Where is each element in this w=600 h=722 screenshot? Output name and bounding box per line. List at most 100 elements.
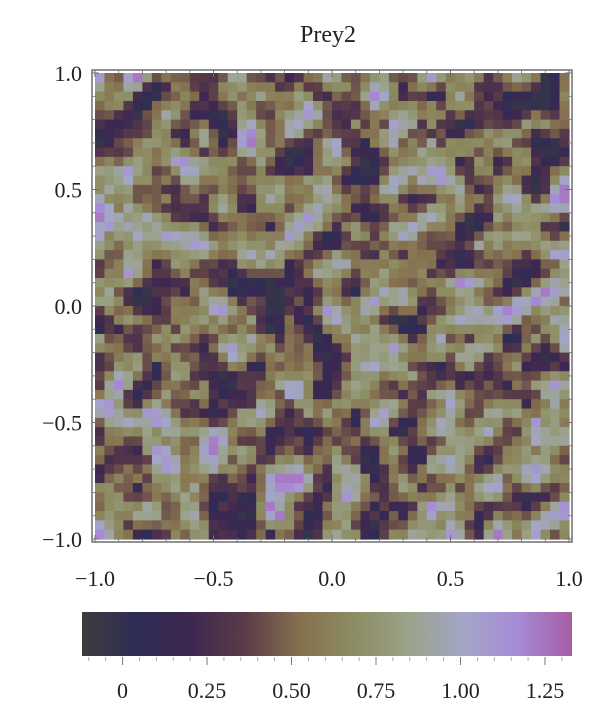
heatmap-cell [369, 212, 380, 223]
heatmap-cell [95, 287, 106, 298]
heatmap-cell [550, 203, 561, 214]
heatmap-cell [512, 240, 523, 251]
heatmap-cell [303, 306, 314, 316]
heatmap-cell [322, 100, 333, 111]
heatmap-cell [521, 287, 532, 298]
heatmap-cell [369, 231, 380, 242]
heatmap-cell [95, 343, 106, 354]
heatmap-cell [284, 231, 295, 242]
heatmap-cell [379, 166, 390, 177]
heatmap-cell [322, 483, 333, 493]
heatmap-cell [483, 501, 494, 512]
heatmap-cell [265, 194, 276, 205]
heatmap-cell [95, 240, 106, 251]
heatmap-cell [512, 119, 523, 130]
heatmap-cell [208, 110, 219, 121]
heatmap-cell [95, 455, 106, 466]
heatmap-cell [407, 296, 418, 307]
heatmap-cell [218, 194, 229, 205]
heatmap-cell [332, 445, 343, 456]
heatmap-cell [417, 352, 428, 363]
heatmap-cell [151, 529, 162, 540]
heatmap-cell [294, 352, 305, 363]
heatmap-cell [521, 315, 532, 326]
heatmap-cell [256, 203, 267, 214]
heatmap-cell [142, 455, 153, 466]
heatmap-cell [550, 91, 561, 102]
heatmap-cell [256, 315, 267, 326]
heatmap-cell [189, 296, 200, 307]
heatmap-cell [455, 259, 466, 270]
heatmap-cell [398, 427, 409, 438]
heatmap-cell [455, 287, 466, 298]
heatmap-cell [294, 184, 305, 195]
heatmap-cell [313, 436, 324, 447]
heatmap-cell [445, 184, 456, 195]
heatmap-cell [322, 436, 333, 447]
heatmap-cell [142, 119, 153, 130]
heatmap-cell [379, 333, 390, 344]
heatmap-cell [199, 203, 210, 214]
heatmap-cell [407, 483, 418, 493]
heatmap-cell [388, 91, 399, 102]
heatmap-cell [360, 371, 371, 382]
heatmap-cell [540, 82, 551, 93]
heatmap-cell [512, 315, 523, 326]
heatmap-cell [455, 529, 466, 540]
heatmap-cell [256, 194, 267, 205]
heatmap-cell [445, 511, 456, 521]
heatmap-cell [208, 156, 219, 167]
heatmap-cell [417, 324, 428, 335]
heatmap-cell [521, 492, 532, 503]
heatmap-cell [237, 110, 248, 121]
heatmap-cell [322, 343, 333, 354]
heatmap-cell [350, 110, 362, 121]
heatmap-cell [502, 250, 513, 260]
heatmap-cell [540, 287, 551, 298]
heatmap-cell [445, 156, 456, 167]
heatmap-cell [95, 492, 106, 503]
heatmap-cell [483, 408, 494, 419]
heatmap-cell [398, 128, 409, 139]
heatmap-cell [483, 166, 494, 177]
heatmap-cell [474, 408, 485, 419]
heatmap-cell [199, 473, 210, 484]
heatmap-cell [531, 417, 542, 428]
heatmap-cell [246, 147, 257, 158]
heatmap-cell [474, 259, 485, 270]
heatmap-cell [113, 352, 125, 363]
heatmap-cell [350, 194, 362, 205]
heatmap-cell [559, 408, 570, 419]
heatmap-cell [512, 324, 523, 335]
heatmap-cell [170, 427, 181, 438]
heatmap-cell [445, 82, 456, 93]
heatmap-cell [512, 138, 523, 149]
heatmap-cell [246, 110, 257, 121]
heatmap-cell [550, 194, 561, 205]
heatmap-cell [493, 361, 504, 372]
heatmap-cell [284, 417, 295, 428]
heatmap-cell [369, 287, 380, 298]
heatmap-cell [180, 324, 191, 335]
heatmap-cell [275, 501, 286, 512]
heatmap-cell [123, 389, 134, 400]
heatmap-cell [322, 156, 333, 167]
heatmap-cell [474, 240, 485, 251]
heatmap-cell [559, 427, 570, 438]
heatmap-cell [474, 427, 485, 438]
heatmap-cell [256, 333, 267, 344]
heatmap-cell [474, 100, 485, 111]
heatmap-cell [170, 483, 181, 493]
heatmap-cell [521, 166, 532, 177]
heatmap-cell [313, 147, 324, 158]
heatmap-cell [426, 287, 437, 298]
heatmap-cell [521, 82, 532, 93]
heatmap-cell [379, 100, 390, 111]
heatmap-cell [445, 306, 456, 316]
heatmap-cell [369, 194, 380, 205]
heatmap-cell [256, 483, 267, 493]
heatmap-cell [531, 464, 542, 475]
heatmap-cell [161, 455, 172, 466]
heatmap-cell [550, 399, 561, 410]
heatmap-cell [132, 259, 143, 270]
